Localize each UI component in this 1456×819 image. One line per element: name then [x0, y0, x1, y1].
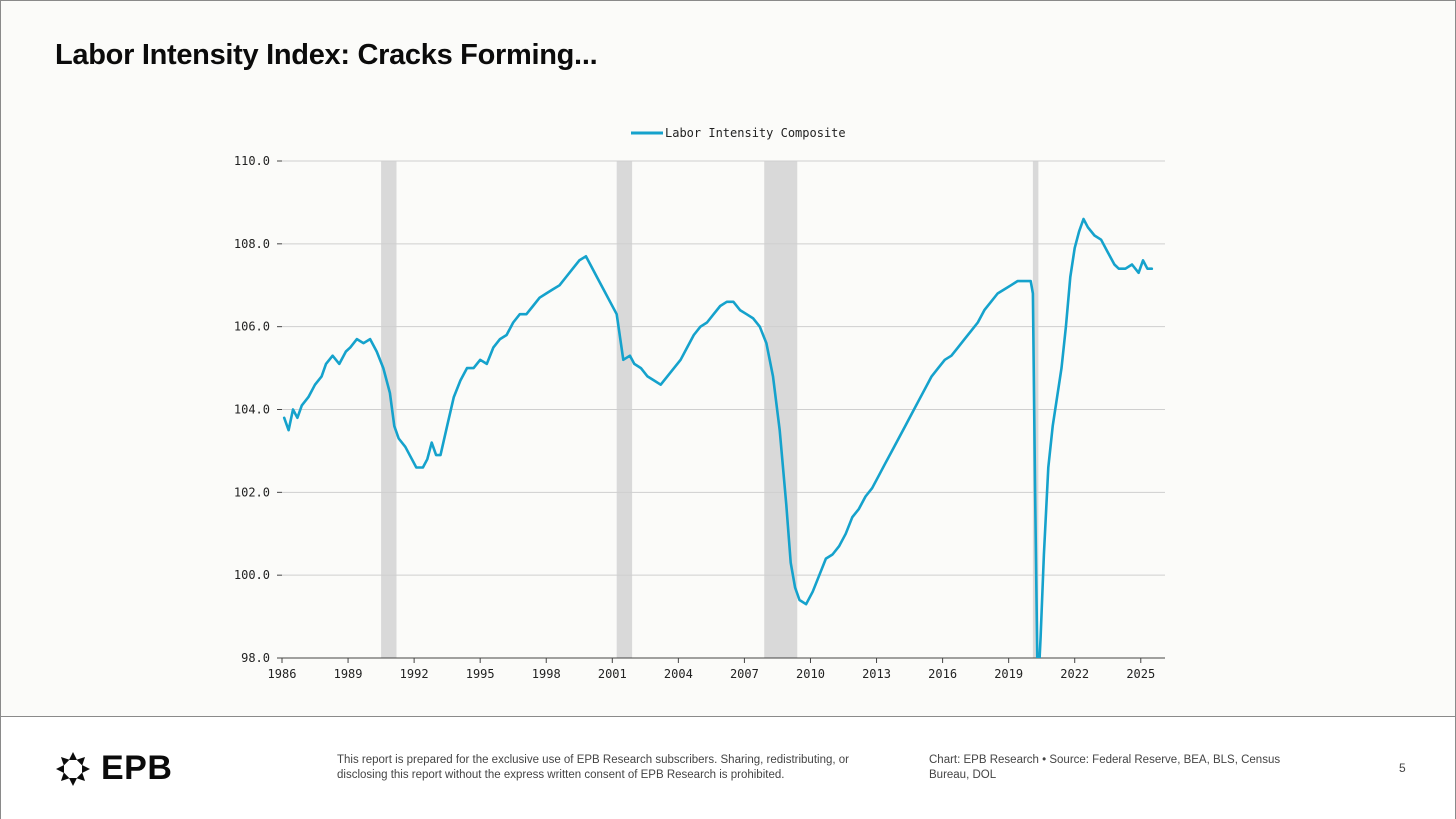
- series-layer: [282, 217, 1154, 658]
- x-tick-label: 1989: [334, 667, 363, 681]
- slide-title: Labor Intensity Index: Cracks Forming...: [55, 39, 598, 71]
- x-tick-label: 1998: [532, 667, 561, 681]
- epb-star-icon: [56, 751, 90, 786]
- legend: Labor Intensity Composite: [631, 126, 846, 140]
- axes: 98.0 100.0 102.0 104.0 106.0 108.0 110.0 1986 19…: [234, 154, 1165, 681]
- page-number: 5: [1399, 761, 1406, 775]
- disclaimer-text: This report is prepared for the exclusiv…: [337, 754, 849, 781]
- epb-logo: EPB: [55, 749, 172, 788]
- x-tick-label: 2019: [994, 667, 1023, 681]
- y-tick-label: 108.0: [234, 237, 270, 251]
- x-tick-label: 2022: [1060, 667, 1089, 681]
- logo-text: EPB: [101, 749, 173, 787]
- source-text: Chart: EPB Research • Source: Federal Re…: [929, 754, 1281, 781]
- y-tick-label: 98.0: [241, 651, 270, 665]
- x-tick-label: 2016: [928, 667, 957, 681]
- legend-label: Labor Intensity Composite: [665, 126, 846, 140]
- gridlines: [282, 160, 1165, 576]
- x-tick-label: 1992: [400, 667, 429, 681]
- y-tick-label: 110.0: [234, 154, 270, 168]
- y-tick-label: 106.0: [234, 320, 270, 334]
- y-tick-label: 100.0: [234, 568, 270, 582]
- x-tick-label: 2013: [862, 667, 891, 681]
- y-tick-label: 102.0: [234, 485, 270, 499]
- x-tick-label: 1986: [268, 667, 297, 681]
- x-tick-label: 2025: [1126, 667, 1155, 681]
- x-tick-label: 2001: [598, 667, 627, 681]
- x-tick-label: 2004: [664, 667, 693, 681]
- series-line-0: [282, 217, 1154, 658]
- labor-intensity-chart: 98.0 100.0 102.0 104.0 106.0 108.0 110.0 1986 19…: [234, 126, 1165, 681]
- footer: EPB This report is prepared for the excl…: [1, 716, 1455, 819]
- x-tick-label: 2010: [796, 667, 825, 681]
- x-tick-label: 2007: [730, 667, 759, 681]
- y-tick-label: 104.0: [234, 403, 270, 417]
- x-tick-label: 1995: [466, 667, 495, 681]
